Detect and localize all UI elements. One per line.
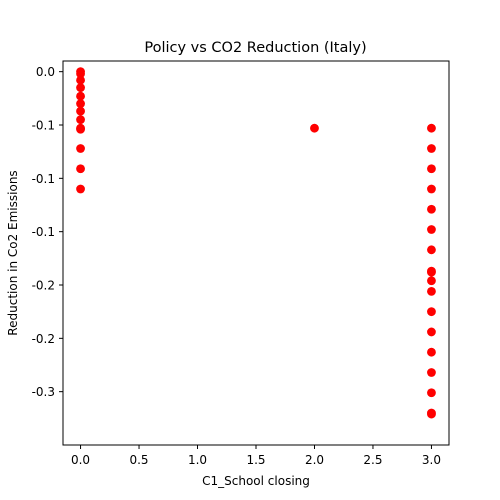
data-point: [76, 144, 85, 153]
y-axis: 0.0 -0.1 -0.1 -0.1 -0.2 -0.2 -0.3: [32, 65, 63, 399]
data-point: [76, 184, 85, 194]
data-point: [76, 164, 85, 174]
x-tick-label: 1.0: [188, 453, 207, 467]
data-point: [427, 276, 436, 286]
y-tick-label: -0.2: [32, 332, 55, 346]
y-tick-label: -0.1: [32, 119, 55, 133]
data-point: [427, 409, 436, 419]
data-point: [76, 75, 85, 85]
data-point: [427, 287, 436, 296]
x-tick-label: 1.5: [246, 453, 265, 467]
data-point: [427, 307, 436, 317]
data-point: [310, 123, 319, 133]
data-point: [76, 91, 85, 101]
x-tick-label: 0.0: [71, 453, 90, 467]
data-point: [76, 99, 85, 109]
data-point: [427, 184, 436, 194]
x-tick-label: 0.5: [129, 453, 148, 467]
data-point: [427, 123, 436, 133]
data-point: [76, 69, 85, 79]
data-point: [427, 164, 436, 174]
y-tick-label: -0.1: [32, 225, 55, 239]
x-axis: 0.0 0.5 1.0 1.5 2.0 2.5 3.0: [71, 445, 441, 467]
y-axis-label: Reduction in Co2 Emissions: [6, 170, 20, 335]
x-tick-label: 2.0: [305, 453, 324, 467]
data-point: [76, 115, 85, 125]
y-tick-label: 0.0: [36, 65, 55, 79]
data-point: [76, 106, 85, 116]
plot-frame: [62, 60, 450, 446]
data-point: [427, 204, 436, 214]
chart-title: Policy vs CO2 Reduction (Italy): [144, 40, 366, 56]
x-tick-label: 3.0: [422, 453, 441, 467]
x-tick-label: 2.5: [363, 453, 382, 467]
data-point: [427, 347, 436, 357]
data-point: [427, 267, 436, 277]
y-tick-label: -0.2: [32, 279, 55, 293]
y-tick-label: -0.1: [32, 172, 55, 186]
points-layer: [76, 67, 436, 419]
data-point: [76, 83, 85, 93]
x-axis-label: C1_School closing: [202, 474, 310, 488]
data-point: [427, 144, 436, 153]
data-point: [427, 368, 436, 377]
data-point: [76, 124, 85, 134]
y-tick-label: -0.3: [32, 385, 55, 399]
data-point: [427, 388, 436, 398]
data-point: [427, 225, 436, 234]
data-point: [427, 245, 436, 255]
data-point: [427, 327, 436, 337]
